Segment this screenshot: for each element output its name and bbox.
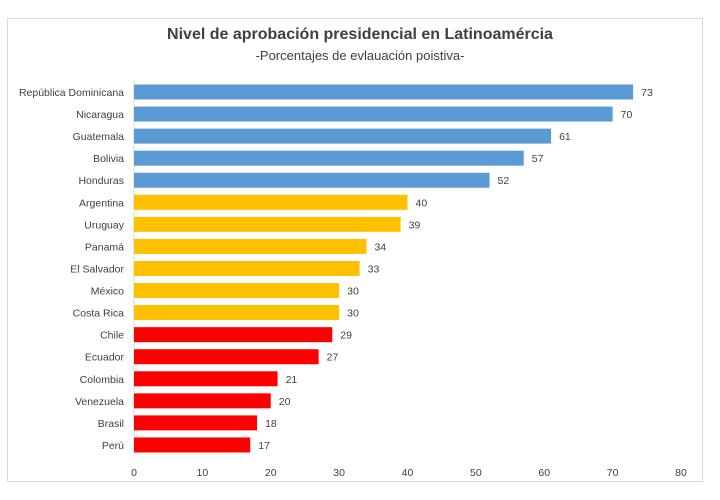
bar xyxy=(134,393,271,409)
bar xyxy=(134,194,408,210)
bar xyxy=(134,327,333,343)
x-tick-label: 20 xyxy=(265,467,277,479)
data-label: 57 xyxy=(532,153,544,165)
category-label: Costa Rica xyxy=(73,308,125,320)
bar xyxy=(134,415,258,431)
chart-title: Nivel de aprobación presidencial en Lati… xyxy=(167,26,553,43)
category-label: Nicaragua xyxy=(76,109,124,121)
category-label: Guatemala xyxy=(73,131,125,143)
category-label: Bolivia xyxy=(93,153,124,165)
data-label: 73 xyxy=(641,87,653,99)
data-label: 70 xyxy=(621,109,633,121)
x-tick-label: 30 xyxy=(333,467,345,479)
data-label: 52 xyxy=(498,175,510,187)
bar xyxy=(134,84,634,100)
bar xyxy=(134,172,490,188)
category-label: Argentina xyxy=(79,197,124,209)
category-label: El Salvador xyxy=(70,263,124,275)
category-label: Honduras xyxy=(78,175,124,187)
bar xyxy=(134,260,360,276)
data-label: 39 xyxy=(409,219,421,231)
x-tick-label: 80 xyxy=(675,467,687,479)
data-label: 18 xyxy=(265,418,277,430)
category-label: Colombia xyxy=(80,374,125,386)
data-label: 29 xyxy=(340,330,352,342)
x-tick-label: 70 xyxy=(607,467,619,479)
category-label: Chile xyxy=(100,330,124,342)
data-label: 21 xyxy=(286,374,298,386)
x-tick-label: 10 xyxy=(197,467,209,479)
bar xyxy=(134,437,251,453)
data-label: 40 xyxy=(416,197,428,209)
bar xyxy=(134,128,552,144)
bar xyxy=(134,106,613,122)
category-label: Uruguay xyxy=(84,219,124,231)
chart-subtitle: -Porcentajes de evlauación poistiva- xyxy=(255,48,465,63)
data-label: 30 xyxy=(347,308,359,320)
category-label: República Dominicana xyxy=(19,87,124,99)
x-tick-label: 0 xyxy=(131,467,137,479)
data-label: 34 xyxy=(374,241,386,253)
bar xyxy=(134,283,340,299)
category-label: México xyxy=(91,286,124,298)
category-label: Brasil xyxy=(98,418,124,430)
category-label: Ecuador xyxy=(85,352,125,364)
data-label: 61 xyxy=(559,131,571,143)
bar xyxy=(134,349,319,365)
data-label: 33 xyxy=(368,263,380,275)
data-label: 20 xyxy=(279,396,291,408)
category-label: Venezuela xyxy=(75,396,124,408)
bar xyxy=(134,371,278,387)
data-label: 30 xyxy=(347,286,359,298)
bar xyxy=(134,238,367,254)
bar xyxy=(134,305,340,321)
data-label: 27 xyxy=(327,352,339,364)
x-tick-label: 60 xyxy=(538,467,550,479)
bar xyxy=(134,150,524,166)
x-tick-label: 50 xyxy=(470,467,482,479)
x-tick-label: 40 xyxy=(402,467,414,479)
category-label: Panamá xyxy=(85,241,124,253)
bar xyxy=(134,216,401,232)
category-label: Perú xyxy=(102,440,124,452)
data-label: 17 xyxy=(258,440,270,452)
